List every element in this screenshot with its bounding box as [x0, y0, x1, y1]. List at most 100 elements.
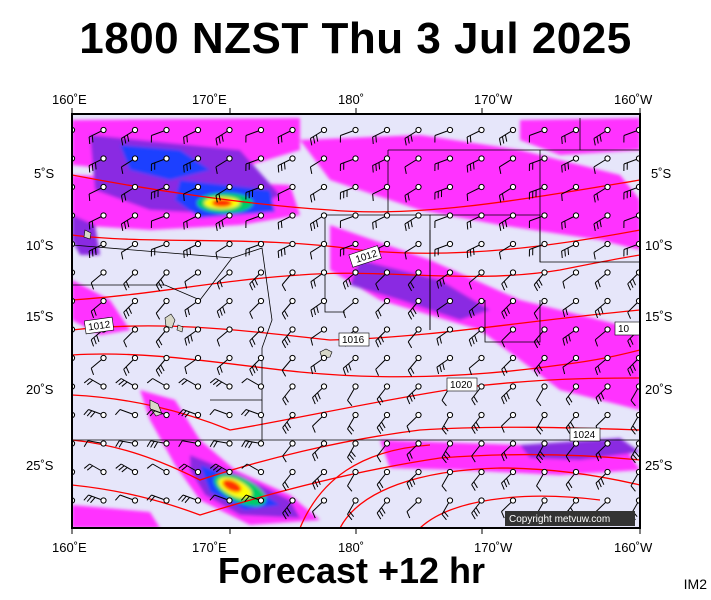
wind-barb-flag — [404, 138, 407, 146]
wind-barb-flag — [404, 166, 407, 174]
wind-barb-flag — [241, 494, 247, 501]
wind-barb-flag — [442, 363, 445, 371]
wind-barb-flag — [561, 250, 563, 259]
wind-barb-flag — [90, 411, 96, 418]
wind-barb-flag — [284, 310, 289, 317]
wind-station-dot — [320, 468, 328, 476]
wind-station-dot — [226, 440, 233, 447]
lon-label-top: 170˚W — [474, 92, 513, 107]
wind-station-dot — [289, 440, 296, 447]
wind-barb-flag — [348, 453, 355, 461]
wind-barb-flag — [86, 410, 93, 417]
wind-barb-flag — [503, 394, 508, 402]
wind-station-dot — [257, 497, 265, 504]
wind-barb-flag — [466, 250, 469, 259]
wind-barb-shaft — [72, 329, 73, 331]
wind-barb-flag — [282, 455, 287, 463]
wind-barb-flag — [118, 465, 125, 471]
wind-barb-flag — [594, 368, 599, 376]
wind-barb-flag — [345, 280, 349, 288]
wind-barb-flag — [468, 339, 473, 347]
wind-station-dot — [383, 126, 391, 134]
wind-barb-flag — [184, 338, 188, 346]
wind-station-dot — [352, 155, 359, 162]
wind-barb-flag — [120, 138, 124, 146]
wind-barb-flag — [443, 510, 449, 518]
wind-station-dot — [194, 354, 202, 362]
wind-station-dot — [572, 126, 580, 134]
wind-barb-flag — [312, 193, 316, 201]
wind-barb-flag — [410, 220, 413, 228]
wind-barb-flag — [348, 510, 355, 518]
wind-station-dot — [572, 155, 580, 162]
wind-station-dot — [509, 326, 517, 333]
wind-station-dot — [194, 183, 202, 191]
wind-barb-flag — [471, 308, 475, 316]
wind-barb-flag — [342, 311, 347, 319]
wind-barb-flag — [277, 165, 280, 173]
wind-barb-flag — [56, 411, 61, 416]
wind-station-dot — [320, 240, 328, 248]
wind-station-dot — [352, 126, 359, 134]
wind-station-dot — [446, 269, 454, 276]
wind-barb-flag — [350, 450, 356, 457]
wind-barb-flag — [128, 307, 132, 314]
wind-barb-flag — [282, 398, 287, 406]
wind-station-dot — [541, 383, 548, 390]
wind-barb-flag — [284, 510, 289, 517]
wind-station-dot — [604, 240, 611, 248]
wind-barb-flag — [436, 310, 440, 318]
wind-station-dot — [226, 411, 233, 419]
wind-barb-flag — [632, 453, 638, 461]
wind-station-dot — [257, 126, 265, 134]
wind-barb-flag — [503, 451, 508, 459]
wind-station-dot — [226, 383, 233, 390]
wind-barb-flag — [597, 365, 601, 373]
lat-label-right: 15˚S — [645, 309, 673, 324]
wind-station-dot — [257, 326, 265, 333]
wind-barb-flag — [441, 485, 447, 492]
wind-station-dot — [604, 440, 611, 447]
wind-station-dot — [226, 240, 233, 248]
wind-station-dot — [604, 269, 611, 276]
wind-station-dot — [509, 468, 517, 476]
wind-station-dot — [509, 155, 517, 162]
wind-barb-shaft — [72, 499, 73, 501]
wind-station-dot — [194, 497, 202, 504]
wind-barb-flag — [501, 482, 505, 490]
wind-barb-flag — [120, 195, 124, 203]
wind-barb-flag — [93, 308, 97, 316]
wind-station-dot — [604, 383, 611, 390]
lon-label-bottom: 160˚W — [614, 540, 653, 555]
wind-station-dot — [194, 155, 202, 162]
wind-station-dot — [446, 240, 454, 248]
wind-barb-flag — [629, 366, 634, 374]
wind-barb-flag — [466, 193, 469, 202]
wind-station-dot — [509, 269, 517, 276]
wind-barb-flag — [598, 394, 602, 402]
wind-barb-flag — [309, 252, 313, 260]
wind-barb-flag — [216, 368, 221, 376]
wind-barb-flag — [181, 379, 188, 386]
wind-barb-flag — [212, 465, 220, 471]
wind-station-dot — [509, 240, 517, 248]
wind-station-dot — [604, 212, 611, 219]
wind-barb-flag — [596, 136, 599, 144]
wind-barb-flag — [536, 281, 541, 289]
wind-barb-shaft — [72, 187, 73, 188]
wind-station-dot — [541, 183, 548, 191]
wind-barb-flag — [209, 378, 216, 384]
wind-barb-flag — [88, 250, 91, 259]
wind-barb-flag — [125, 366, 130, 374]
wind-barb-flag — [406, 511, 411, 519]
wind-barb-flag — [536, 457, 542, 464]
wind-station-dot — [289, 468, 296, 476]
wind-station-dot — [163, 126, 170, 134]
wind-barb-flag — [469, 163, 472, 171]
wind-barb-flag — [286, 421, 292, 429]
wind-barb-flag — [123, 283, 128, 291]
wind-station-dot — [163, 297, 170, 305]
wind-barb-flag — [94, 162, 97, 170]
wind-barb-flag — [407, 313, 413, 320]
wind-barb-flag — [91, 163, 94, 171]
